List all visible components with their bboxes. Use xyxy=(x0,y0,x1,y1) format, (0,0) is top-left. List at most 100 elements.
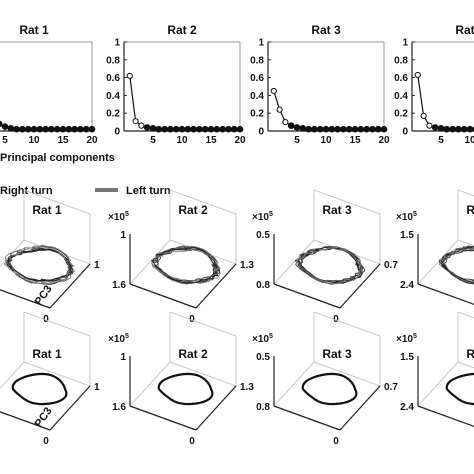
series-line xyxy=(0,123,92,130)
data-point xyxy=(236,125,244,133)
data-point xyxy=(374,125,382,133)
z-tick-top: 1 xyxy=(120,352,126,363)
z-tick-bottom: 2.4 xyxy=(400,280,414,291)
data-point xyxy=(328,125,336,133)
trajectory-panel-r1-c3: Rat 3 0.5 0.8 ×105 0 0.7 xyxy=(252,189,398,325)
x-tick-end: 0 xyxy=(43,436,49,447)
x-tick-label: 10 xyxy=(464,135,474,146)
y-axis xyxy=(49,263,91,309)
trajectory-panel-r1-c2: Rat 2 1 1.6 ×105 0 1.3 xyxy=(108,189,254,325)
x-tick-label: 20 xyxy=(378,135,390,146)
axis-exponent: 5 xyxy=(125,333,129,340)
panel-title: Rat 1 xyxy=(32,203,62,217)
data-point xyxy=(0,120,3,128)
data-point xyxy=(225,125,232,133)
y-tick-label: 0.8 xyxy=(106,55,120,66)
trial-trajectory xyxy=(7,245,74,285)
y-tick-label: 0 xyxy=(258,127,264,138)
data-point xyxy=(305,125,312,133)
data-point xyxy=(196,125,203,133)
x-tick-end: 0 xyxy=(189,314,195,325)
x-tick-label: 5 xyxy=(2,135,8,146)
axis-multiplier: ×105 xyxy=(252,211,273,223)
series-line xyxy=(129,75,240,130)
z-tick-bottom: 0.8 xyxy=(256,280,270,291)
data-point xyxy=(71,125,78,133)
y-tick-label: 0 xyxy=(402,127,408,138)
data-point xyxy=(88,125,96,133)
box-edge xyxy=(23,311,91,337)
data-point xyxy=(149,125,157,132)
panel-title: Rat 2 xyxy=(167,23,197,37)
data-point xyxy=(282,119,289,126)
trial-trajectory xyxy=(442,247,474,284)
trial-trajectory xyxy=(151,249,221,282)
data-point xyxy=(24,125,32,133)
z-tick-top: 1.5 xyxy=(400,352,414,363)
data-point xyxy=(351,125,359,133)
series-line xyxy=(417,74,474,130)
x-axis xyxy=(273,405,341,431)
plot-frame xyxy=(123,41,241,132)
data-point xyxy=(431,124,439,131)
y-axis xyxy=(195,385,237,431)
data-point xyxy=(132,118,139,125)
x-tick-label: 20 xyxy=(86,135,98,146)
data-point xyxy=(334,125,341,133)
data-point xyxy=(155,125,163,133)
data-point xyxy=(219,125,226,133)
depth-axis-label: PC3 xyxy=(33,405,55,429)
panel-title: Rat 3 xyxy=(322,347,352,361)
x-tick-end: 0 xyxy=(333,436,339,447)
box-floor xyxy=(417,361,474,427)
y-tick-label: 0.6 xyxy=(106,73,120,84)
data-point xyxy=(13,125,20,133)
x-tick-label: 15 xyxy=(205,135,217,146)
x-axis xyxy=(273,283,341,309)
data-point xyxy=(455,125,462,133)
trial-trajectory xyxy=(438,248,474,283)
plot-frame xyxy=(267,41,385,132)
trajectory-panel-r2-c1: Rat 1 0 1 PC3 xyxy=(0,311,100,447)
data-point xyxy=(126,72,133,79)
axis-multiplier: ×105 xyxy=(108,211,129,223)
axis-multiplier: ×105 xyxy=(252,333,273,345)
y-tick-label: 0.2 xyxy=(394,109,408,120)
z-tick-top: 0.5 xyxy=(256,230,270,241)
depth-axis-label: PC3 xyxy=(33,283,55,307)
data-point xyxy=(143,124,151,131)
data-point xyxy=(178,125,186,133)
x-axis xyxy=(417,283,474,306)
z-tick-bottom: 2.4 xyxy=(400,402,414,413)
x-tick-label: 15 xyxy=(57,135,69,146)
data-point xyxy=(48,125,55,133)
data-point xyxy=(30,125,38,133)
axis-exponent: 5 xyxy=(413,333,417,340)
data-point xyxy=(36,125,44,133)
y-tick-label: 0.2 xyxy=(250,109,264,120)
y-tick-label: 0.4 xyxy=(394,91,408,102)
x-axis-label: Principal components xyxy=(0,152,115,164)
y-tick-end: 1 xyxy=(94,382,100,393)
z-tick-top: 0.5 xyxy=(256,352,270,363)
z-tick-top: 1 xyxy=(120,230,126,241)
data-point xyxy=(270,87,277,95)
axis-exponent: 5 xyxy=(413,211,417,218)
box-edge xyxy=(313,311,381,337)
y-tick-end: 0.7 xyxy=(384,260,398,271)
scree-panel-3: Rat 300.20.40.60.815 10 15 20 xyxy=(250,23,390,146)
data-point xyxy=(363,125,370,133)
data-point xyxy=(414,71,421,79)
trajectory-panel-r2-c2: Rat 2 1 1.6 ×105 0 1.3 xyxy=(108,311,254,447)
x-tick-label: 5 xyxy=(294,135,300,146)
data-point xyxy=(82,125,90,133)
data-point xyxy=(201,125,209,133)
data-point xyxy=(293,124,301,131)
y-tick-label: 0.6 xyxy=(250,73,264,84)
legend-left-turn-label: Left turn xyxy=(126,185,171,197)
y-tick-label: 1 xyxy=(258,38,264,49)
box-edge xyxy=(457,311,474,319)
box-edge xyxy=(313,189,381,215)
